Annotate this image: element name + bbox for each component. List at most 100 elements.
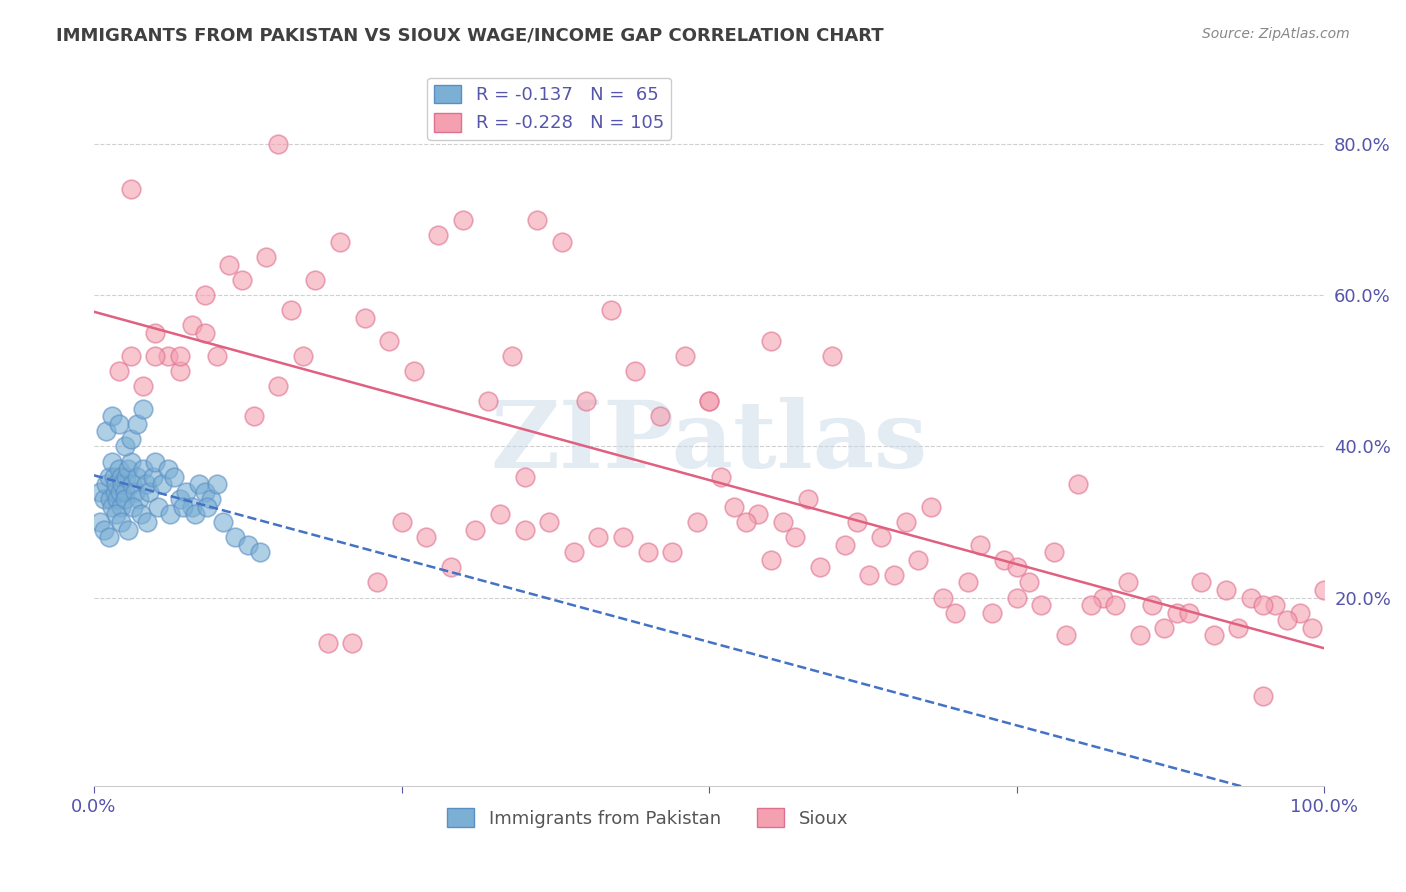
Point [108, 484, 131, 499]
Point [236, 538, 259, 552]
Point [121, 477, 143, 491]
Point [366, 575, 388, 590]
Point [920, 500, 942, 514]
Point [96, 424, 118, 438]
Point [329, 235, 352, 250]
Point [526, 212, 548, 227]
Point [117, 523, 139, 537]
Point [834, 538, 856, 552]
Point [169, 364, 191, 378]
Point [1018, 575, 1040, 590]
Point [1301, 621, 1323, 635]
Point [378, 334, 401, 348]
Point [107, 364, 129, 378]
Point [105, 492, 128, 507]
Point [550, 235, 572, 250]
Point [120, 349, 142, 363]
Point [637, 545, 659, 559]
Point [1153, 621, 1175, 635]
Point [129, 508, 152, 522]
Point [1277, 613, 1299, 627]
Point [120, 432, 142, 446]
Point [159, 508, 181, 522]
Point [697, 394, 720, 409]
Point [686, 515, 709, 529]
Point [205, 477, 228, 491]
Point [513, 469, 536, 483]
Point [723, 500, 745, 514]
Point [184, 508, 207, 522]
Point [735, 515, 758, 529]
Point [1202, 628, 1225, 642]
Point [1031, 598, 1053, 612]
Point [267, 379, 290, 393]
Point [169, 349, 191, 363]
Point [135, 477, 157, 491]
Point [125, 469, 148, 483]
Text: ZIPatlas: ZIPatlas [491, 397, 928, 487]
Point [114, 492, 136, 507]
Point [1166, 606, 1188, 620]
Point [93, 523, 115, 537]
Point [249, 545, 271, 559]
Point [969, 538, 991, 552]
Point [125, 417, 148, 431]
Point [661, 545, 683, 559]
Point [1042, 545, 1064, 559]
Point [114, 484, 136, 499]
Point [117, 462, 139, 476]
Point [1116, 575, 1139, 590]
Point [808, 560, 831, 574]
Point [821, 349, 844, 363]
Point [440, 560, 463, 574]
Point [120, 182, 142, 196]
Legend: Immigrants from Pakistan, Sioux: Immigrants from Pakistan, Sioux [440, 801, 855, 835]
Point [93, 492, 115, 507]
Point [124, 484, 146, 499]
Point [97, 530, 120, 544]
Point [122, 500, 145, 514]
Point [747, 508, 769, 522]
Point [513, 523, 536, 537]
Point [101, 409, 124, 424]
Point [101, 454, 124, 468]
Point [132, 462, 155, 476]
Point [107, 462, 129, 476]
Point [759, 553, 782, 567]
Point [243, 409, 266, 424]
Point [98, 492, 121, 507]
Point [89, 515, 111, 529]
Point [883, 567, 905, 582]
Point [451, 212, 474, 227]
Point [1227, 621, 1250, 635]
Point [342, 636, 364, 650]
Point [89, 484, 111, 499]
Point [1178, 606, 1201, 620]
Point [156, 349, 179, 363]
Point [267, 137, 290, 152]
Point [132, 401, 155, 416]
Point [785, 530, 807, 544]
Point [993, 553, 1015, 567]
Point [1005, 591, 1028, 605]
Point [415, 530, 437, 544]
Point [132, 379, 155, 393]
Point [105, 508, 128, 522]
Point [1215, 582, 1237, 597]
Point [115, 469, 138, 483]
Point [145, 349, 167, 363]
Point [1129, 628, 1152, 642]
Point [105, 477, 128, 491]
Point [673, 349, 696, 363]
Point [932, 591, 955, 605]
Point [624, 364, 647, 378]
Point [194, 484, 217, 499]
Point [907, 553, 929, 567]
Point [107, 417, 129, 431]
Text: Source: ZipAtlas.com: Source: ZipAtlas.com [1202, 27, 1350, 41]
Point [1189, 575, 1212, 590]
Point [710, 469, 733, 483]
Point [464, 523, 486, 537]
Point [138, 484, 160, 499]
Point [111, 477, 134, 491]
